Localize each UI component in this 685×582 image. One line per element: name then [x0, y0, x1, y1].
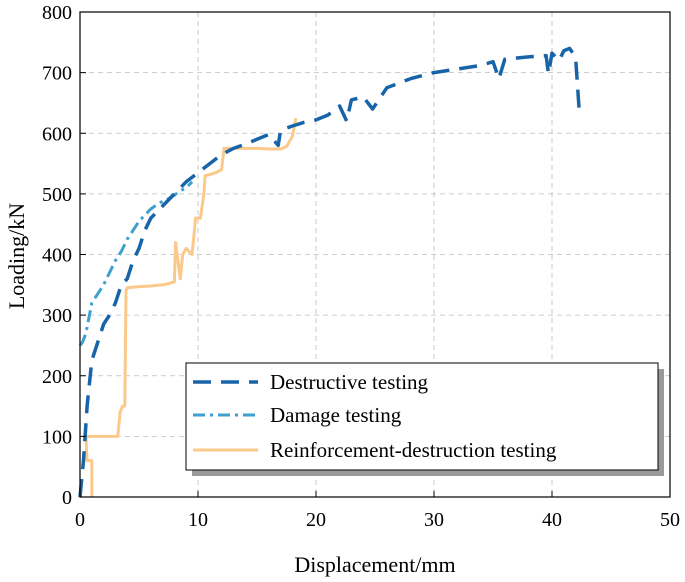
legend-box [185, 362, 659, 471]
legend-label-reinforcement: Reinforcement-destruction testing [270, 438, 557, 462]
series-reinforcement-destruction-testing [84, 117, 298, 497]
y-tick-label: 400 [42, 245, 72, 267]
y-tick-label: 600 [42, 123, 72, 145]
y-tick-label: 300 [42, 305, 72, 327]
y-tick-label: 0 [62, 487, 72, 509]
legend-label-destructive: Destructive testing [270, 370, 429, 394]
y-axis-label: Loading/kN [4, 203, 29, 309]
x-tick-label: 20 [306, 509, 326, 531]
legend: Destructive testing Damage testing Reinf… [185, 362, 664, 476]
x-tick-label: 10 [188, 509, 208, 531]
y-tick-label: 800 [42, 2, 72, 24]
y-tick-label: 200 [42, 366, 72, 388]
x-ticks: 0 10 20 30 40 50 [75, 491, 680, 531]
legend-label-damage: Damage testing [270, 403, 402, 427]
y-tick-label: 500 [42, 184, 72, 206]
x-tick-label: 0 [75, 509, 85, 531]
y-tick-label: 700 [42, 63, 72, 85]
y-ticks: 0 100 200 300 400 500 600 700 800 [42, 2, 86, 509]
y-tick-label: 100 [42, 426, 72, 448]
plot-series [78, 46, 581, 498]
series-destructive-testing [78, 46, 581, 498]
x-tick-label: 40 [542, 509, 562, 531]
x-axis-label: Displacement/mm [294, 552, 455, 577]
x-tick-label: 50 [660, 509, 680, 531]
x-tick-label: 30 [424, 509, 444, 531]
